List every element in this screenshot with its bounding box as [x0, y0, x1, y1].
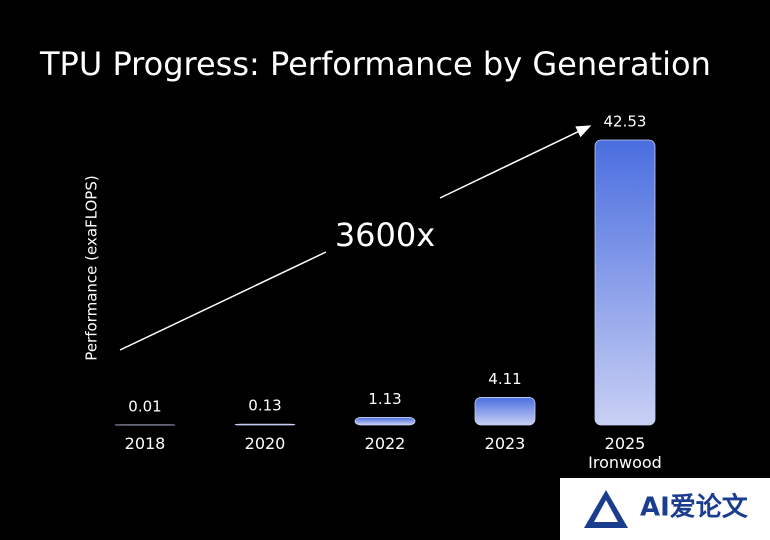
bar: [354, 417, 416, 426]
bar: [474, 397, 536, 426]
watermark: AI爱论文: [640, 492, 749, 523]
arrow: [439, 125, 592, 199]
x-tick-label: 2018: [124, 434, 166, 453]
annotation: 3600x: [335, 216, 435, 254]
value-label: 0.13: [248, 397, 281, 415]
arrow: [119, 251, 327, 351]
bar: [594, 139, 656, 426]
value-label: 1.13: [368, 390, 401, 408]
x-tick-label: 2022: [364, 434, 406, 453]
watermark-box: AI爱论文: [560, 478, 770, 540]
x-tick-label: 2023: [484, 434, 526, 453]
x-tick-label: 2020: [244, 434, 286, 453]
x-tick-label: 2025 Ironwood: [588, 434, 662, 472]
value-label: 4.11: [488, 370, 521, 388]
chart-title: TPU Progress: Performance by Generation: [39, 45, 711, 83]
y-axis-label: Performance (exaFLOPS): [83, 175, 101, 360]
bar: [234, 423, 296, 426]
value-label: 42.53: [604, 113, 647, 131]
value-label: 0.01: [128, 397, 161, 415]
